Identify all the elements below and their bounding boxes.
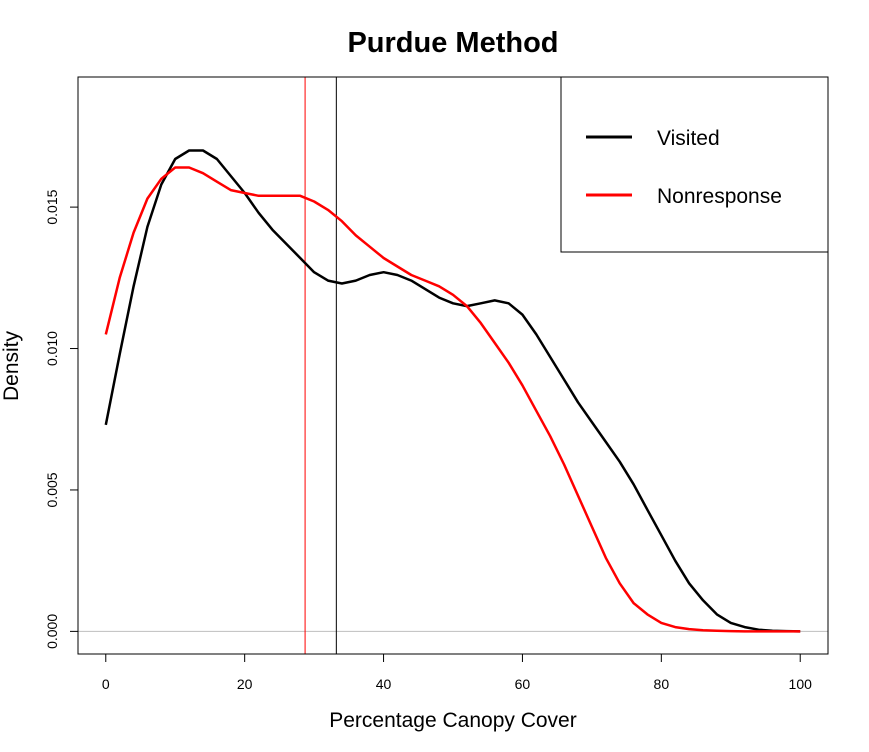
series-layer xyxy=(104,149,801,633)
series-line-visited xyxy=(104,149,801,633)
reference-lines xyxy=(304,77,337,654)
x-tick-label: 40 xyxy=(376,676,392,692)
x-axis: 0 20 40 60 80 100 xyxy=(102,653,813,692)
legend-label-visited: Visited xyxy=(657,127,720,150)
x-tick-label: 20 xyxy=(237,676,253,692)
series-line-nonresponse xyxy=(104,166,801,633)
y-axis-label: Density xyxy=(0,330,23,401)
x-axis-label: Percentage Canopy Cover xyxy=(329,709,576,732)
y-tick-label: 0.015 xyxy=(44,189,60,224)
y-tick-label: 0.010 xyxy=(44,331,60,366)
legend: Visited Nonresponse xyxy=(560,76,829,253)
y-tick-label: 0.000 xyxy=(44,614,60,649)
legend-label-nonresponse: Nonresponse xyxy=(657,185,782,208)
chart-title: Purdue Method xyxy=(347,27,558,59)
y-tick-label: 0.005 xyxy=(44,472,60,507)
x-tick-label: 0 xyxy=(102,676,110,692)
x-tick-label: 60 xyxy=(515,676,531,692)
x-tick-label: 100 xyxy=(789,676,813,692)
legend-box xyxy=(560,76,829,253)
x-tick-label: 80 xyxy=(654,676,670,692)
y-axis: 0.000 0.005 0.010 0.015 xyxy=(44,189,79,649)
